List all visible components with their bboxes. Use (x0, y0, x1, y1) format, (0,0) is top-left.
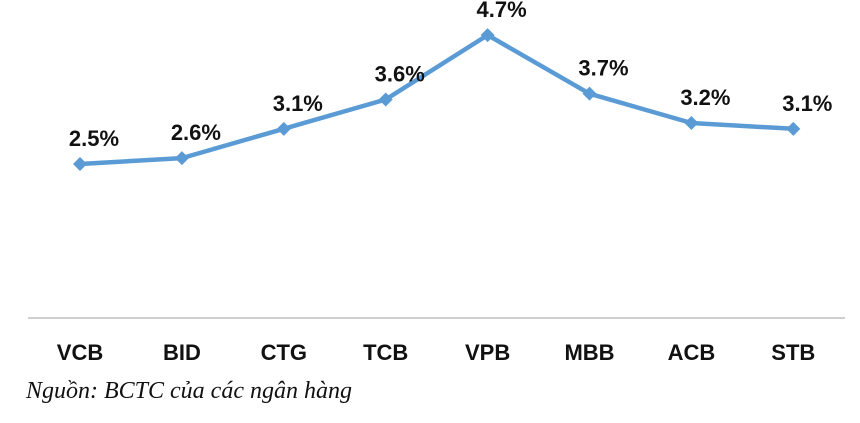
source-note: Nguồn: BCTC của các ngân hàng (26, 378, 352, 404)
x-tick-label-vpb: VPB (465, 340, 510, 365)
series-line (77, 32, 796, 167)
data-label-vpb: 4.7% (477, 0, 527, 22)
data-label-stb: 3.1% (782, 91, 832, 116)
data-label-bid: 2.6% (171, 120, 221, 145)
data-label-acb: 3.2% (680, 85, 730, 110)
x-tick-label-tcb: TCB (363, 340, 408, 365)
data-label-mbb: 3.7% (578, 56, 628, 81)
data-point-mbb (582, 86, 597, 101)
x-tick-label-bid: BID (163, 340, 201, 365)
x-tick-label-stb: STB (771, 340, 815, 365)
data-point-bid (174, 151, 189, 166)
data-point-tcb (378, 92, 393, 107)
x-tick-label-ctg: CTG (261, 340, 307, 365)
data-point-vcb (73, 157, 87, 171)
data-label-tcb: 3.6% (375, 62, 425, 87)
x-tick-label-acb: ACB (668, 340, 716, 365)
x-tick-label-vcb: VCB (57, 340, 103, 365)
x-tick-label-mbb: MBB (564, 340, 614, 365)
data-point-acb (684, 115, 699, 130)
marker-group (73, 28, 801, 171)
data-label-vcb: 2.5% (69, 126, 119, 151)
data-label-ctg: 3.1% (273, 91, 323, 116)
data-point-vpb (480, 28, 495, 43)
data-point-stb (786, 121, 801, 136)
data-label-group: 2.5% 2.6% 3.1% 3.6% 4.7% 3.7% 3.2% 3.1% (69, 0, 832, 151)
x-tick-label-group: VCB BID CTG TCB VPB MBB ACB STB (57, 340, 816, 365)
data-point-ctg (276, 121, 291, 136)
